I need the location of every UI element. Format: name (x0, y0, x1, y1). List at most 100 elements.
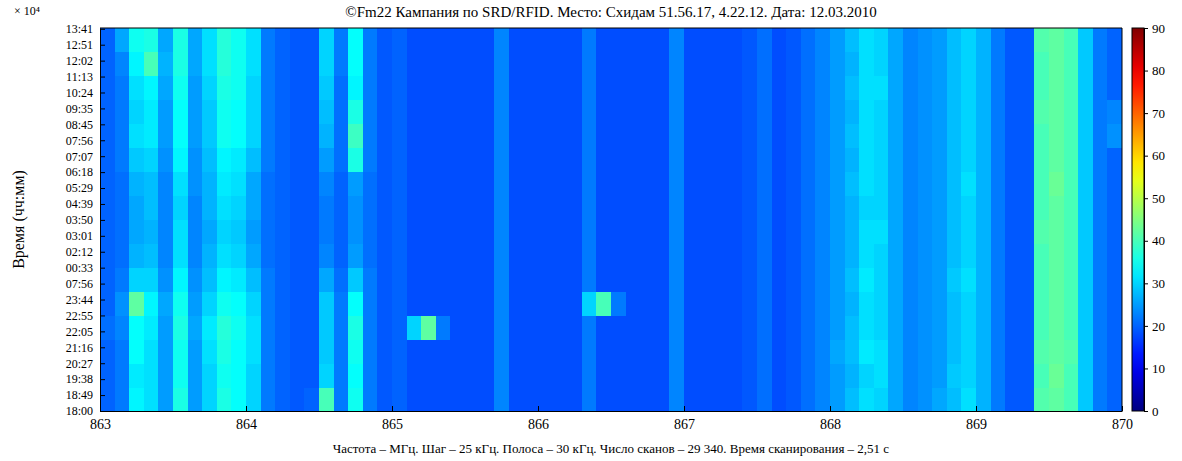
heatmap-cell (538, 363, 553, 387)
heatmap-cell (480, 291, 495, 315)
heatmap-cell (961, 339, 976, 363)
heatmap-cell (932, 267, 947, 291)
heatmap-cell (450, 387, 465, 411)
heatmap-cell (494, 100, 509, 124)
heatmap-cell (363, 196, 378, 220)
heatmap-cell (202, 267, 217, 291)
heatmap-cell (348, 76, 363, 100)
heatmap-cell (713, 76, 728, 100)
heatmap-cell (319, 339, 334, 363)
heatmap-cell (801, 220, 816, 244)
heatmap-cell (786, 220, 801, 244)
heatmap-cell (202, 172, 217, 196)
heatmap-cell (407, 76, 422, 100)
heatmap-cell (918, 52, 933, 76)
heatmap-cell (1049, 243, 1064, 267)
y-tick: 08:45 (66, 118, 105, 132)
heatmap-cell (596, 220, 611, 244)
x-tick-label: 869 (966, 417, 987, 432)
heatmap-cell (874, 363, 889, 387)
heatmap-cell (1078, 124, 1093, 148)
heatmap-cell (626, 172, 641, 196)
heatmap-cell (918, 220, 933, 244)
heatmap-cell (304, 339, 319, 363)
heatmap-cell (144, 196, 159, 220)
heatmap-cell (129, 124, 144, 148)
heatmap-cell (407, 291, 422, 315)
heatmap-cell (144, 28, 159, 52)
x-tick: 865 (382, 406, 403, 432)
heatmap-cell (684, 28, 699, 52)
heatmap-cell (407, 124, 422, 148)
heatmap-cell (436, 243, 451, 267)
y-tick: 11:13 (66, 70, 105, 84)
heatmap-cell (742, 28, 757, 52)
heatmap-cell (509, 291, 524, 315)
heatmap-cell (465, 28, 480, 52)
heatmap-cell (129, 363, 144, 387)
heatmap-cell (494, 220, 509, 244)
heatmap-cell (173, 52, 188, 76)
heatmap-cell (611, 76, 626, 100)
colorbar-tick-mark (1144, 326, 1148, 327)
heatmap-cell (304, 76, 319, 100)
y-tick-label: 20:27 (66, 357, 93, 371)
heatmap-cell (669, 100, 684, 124)
heatmap-cell (932, 76, 947, 100)
heatmap-cell (115, 267, 130, 291)
heatmap-cell (991, 148, 1006, 172)
heatmap-cell (801, 363, 816, 387)
heatmap-cell (363, 172, 378, 196)
heatmap-cell (231, 339, 246, 363)
heatmap-cell (888, 172, 903, 196)
heatmap-cell (626, 124, 641, 148)
heatmap-cell (1020, 124, 1035, 148)
heatmap-cell (801, 243, 816, 267)
heatmap-cell (480, 339, 495, 363)
colorbar-axis: 0102030405060708090 (1144, 21, 1165, 419)
heatmap-cell (553, 387, 568, 411)
heatmap-cell (304, 315, 319, 339)
colorbar-tick-mark (1144, 283, 1148, 284)
y-tick-label: 22:05 (66, 325, 93, 339)
heatmap-cell (188, 148, 203, 172)
heatmap-cell (1034, 124, 1049, 148)
heatmap-cell (129, 291, 144, 315)
heatmap-cell (845, 339, 860, 363)
y-tick-mark (100, 77, 105, 78)
heatmap-cell (319, 76, 334, 100)
x-tick-mark (684, 406, 685, 411)
heatmap-cell (611, 315, 626, 339)
y-axis-title: Время (чч:мм) (10, 170, 28, 269)
heatmap-cell (1093, 315, 1108, 339)
heatmap-cell (261, 148, 276, 172)
heatmap-cell (1034, 267, 1049, 291)
heatmap-cell (859, 220, 874, 244)
heatmap-cell (465, 76, 480, 100)
x-tick-label: 866 (528, 417, 549, 432)
heatmap-cell (304, 363, 319, 387)
heatmap-cell (669, 315, 684, 339)
heatmap-cell (450, 243, 465, 267)
heatmap-cell (334, 387, 349, 411)
heatmap-cell (596, 339, 611, 363)
heatmap-cell (158, 243, 173, 267)
heatmap-cell (217, 172, 232, 196)
heatmap-cell (1034, 172, 1049, 196)
heatmap-cell (1049, 124, 1064, 148)
heatmap-cell (392, 220, 407, 244)
heatmap-cell (699, 220, 714, 244)
heatmap-cell (1049, 339, 1064, 363)
heatmap-cell (421, 52, 436, 76)
heatmap-cell (217, 220, 232, 244)
heatmap-cell (290, 267, 305, 291)
heatmap-cell (377, 52, 392, 76)
heatmap-cell (655, 315, 670, 339)
heatmap-cell (582, 291, 597, 315)
heatmap-cell (319, 124, 334, 148)
heatmap-cell (261, 363, 276, 387)
heatmap-cell (903, 124, 918, 148)
heatmap-cell (553, 28, 568, 52)
heatmap-cell (859, 172, 874, 196)
heatmap-cell (742, 172, 757, 196)
